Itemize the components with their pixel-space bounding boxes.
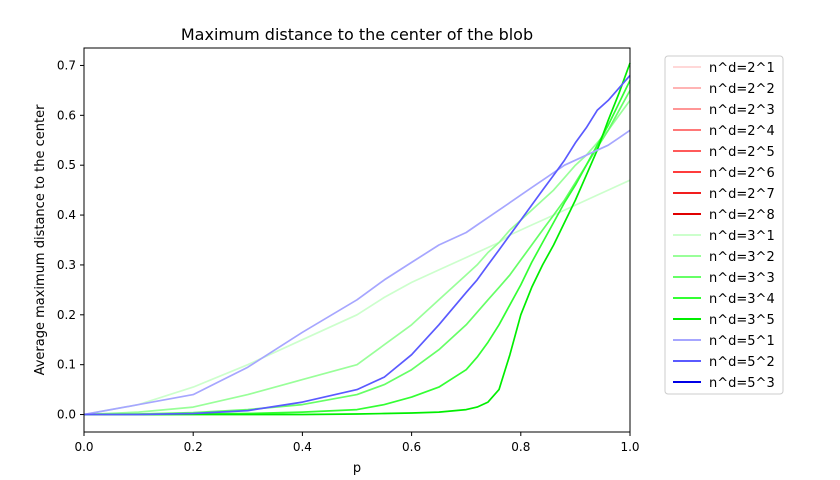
series-line-8 bbox=[83, 179, 631, 416]
legend-label: n^d=2^7 bbox=[709, 187, 775, 202]
y-tick-label: 0.5 bbox=[57, 158, 76, 172]
legend-label: n^d=2^8 bbox=[709, 208, 775, 223]
y-axis-label: Average maximum distance to the center bbox=[33, 104, 48, 375]
x-axis-label: p bbox=[353, 461, 361, 476]
y-tick-label: 0.0 bbox=[57, 408, 76, 422]
series-line-11 bbox=[84, 80, 631, 416]
legend-label: n^d=2^3 bbox=[709, 103, 775, 118]
chart-title: Maximum distance to the center of the bl… bbox=[181, 25, 533, 44]
x-tick-label: 0.8 bbox=[511, 440, 530, 454]
legend-label: n^d=5^3 bbox=[709, 376, 775, 391]
y-tick-label: 0.4 bbox=[57, 208, 76, 222]
legend-label: n^d=5^2 bbox=[709, 355, 775, 370]
series-line-10 bbox=[83, 89, 631, 416]
y-tick-label: 0.1 bbox=[57, 358, 76, 372]
y-tick-label: 0.7 bbox=[57, 58, 76, 72]
x-tick-label: 0.0 bbox=[74, 440, 93, 454]
legend-label: n^d=2^6 bbox=[709, 166, 775, 181]
y-tick-label: 0.6 bbox=[57, 108, 76, 122]
plot-area bbox=[83, 62, 631, 416]
legend-label: n^d=3^4 bbox=[709, 292, 775, 307]
x-tick-label: 1.0 bbox=[620, 440, 639, 454]
legend-label: n^d=5^1 bbox=[709, 334, 775, 349]
legend-label: n^d=3^3 bbox=[709, 271, 775, 286]
legend-label: n^d=3^2 bbox=[709, 250, 775, 265]
x-tick-label: 0.6 bbox=[402, 440, 421, 454]
legend: n^d=2^1 n^d=2^2 n^d=2^3 n^d=2^4 n^d=2^5 n^d=2… bbox=[664, 55, 784, 395]
legend-label: n^d=2^2 bbox=[709, 82, 775, 97]
legend-frame bbox=[664, 55, 784, 395]
legend-label: n^d=3^1 bbox=[709, 229, 775, 244]
y-axis: 0.0 0.1 0.2 0.3 0.4 0.5 0.6 0.7 bbox=[57, 58, 84, 422]
x-tick-label: 0.4 bbox=[293, 440, 312, 454]
legend-label: n^d=2^4 bbox=[709, 124, 775, 139]
series-line-14 bbox=[84, 74, 631, 416]
plot-frame bbox=[83, 47, 631, 433]
series-line-12 bbox=[84, 62, 631, 416]
legend-label: n^d=2^1 bbox=[709, 61, 775, 76]
legend-label: n^d=3^5 bbox=[709, 313, 775, 328]
x-tick-label: 0.2 bbox=[184, 440, 203, 454]
y-tick-label: 0.3 bbox=[57, 258, 76, 272]
series-line-9 bbox=[83, 99, 631, 416]
series-line-13 bbox=[83, 129, 631, 416]
legend-label: n^d=2^5 bbox=[709, 145, 775, 160]
y-tick-label: 0.2 bbox=[57, 308, 76, 322]
x-axis: 0.0 0.2 0.4 0.6 0.8 1.0 bbox=[74, 432, 640, 454]
